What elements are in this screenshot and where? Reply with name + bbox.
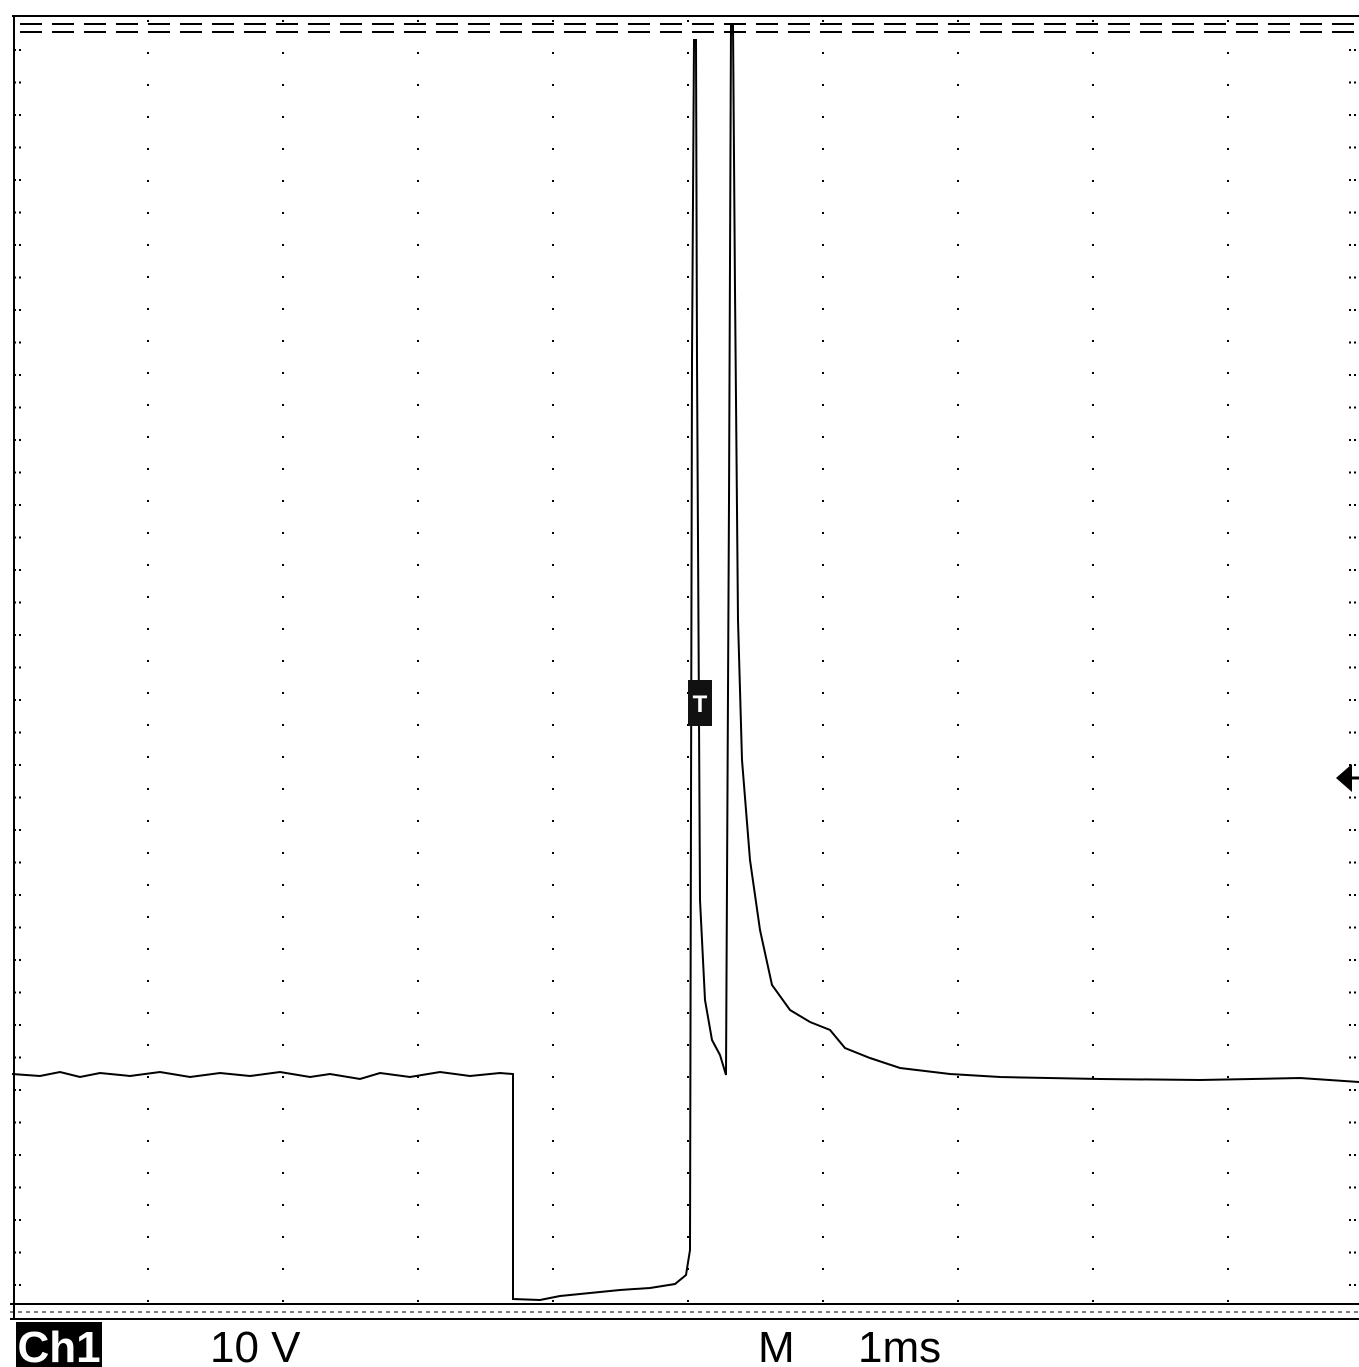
- trigger-marker-label: T: [693, 691, 708, 718]
- waveform-trace: [11, 23, 1359, 1302]
- channel-label: Ch1: [17, 1323, 100, 1367]
- timebase-label: M: [758, 1323, 795, 1367]
- time-per-div: 1ms: [858, 1323, 941, 1367]
- level-arrow: [1336, 764, 1352, 792]
- trigger-marker: [688, 680, 712, 726]
- graticule: [10, 15, 1359, 1320]
- volts-per-div: 10 V: [210, 1323, 301, 1367]
- channel-badge: [16, 1322, 102, 1367]
